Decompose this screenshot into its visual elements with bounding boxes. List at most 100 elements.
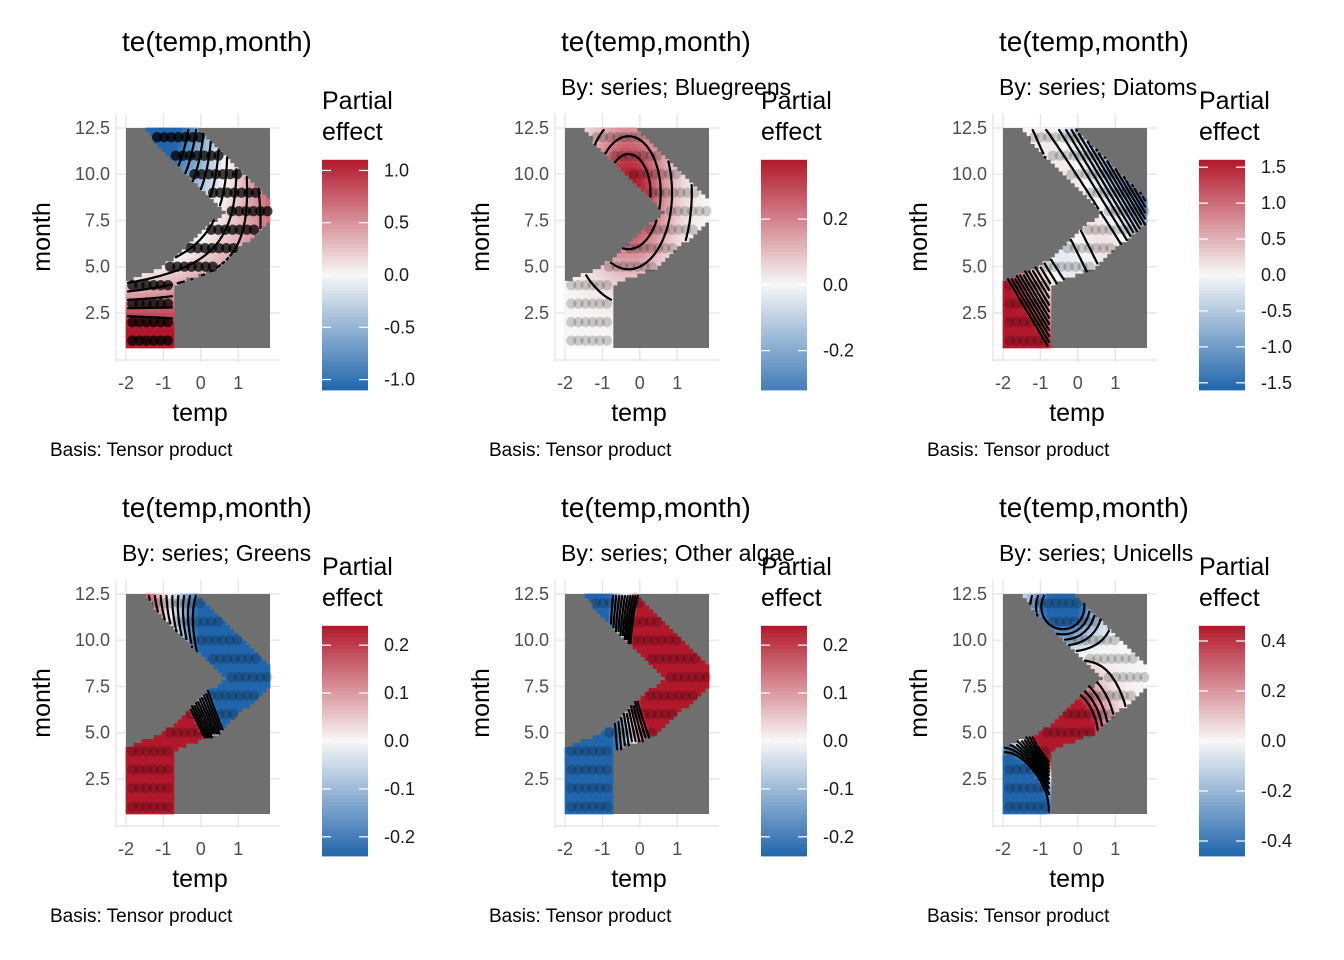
heat-cell	[676, 648, 682, 654]
heat-cell	[608, 770, 614, 776]
heat-cell	[217, 652, 223, 658]
heat-cell	[1010, 335, 1016, 341]
heat-cell	[672, 225, 678, 231]
heat-cell	[1030, 778, 1036, 783]
heat-cell	[241, 687, 247, 693]
heat-cell	[672, 194, 678, 200]
heat-cell	[676, 206, 682, 211]
heat-cell	[660, 625, 666, 630]
data-point	[566, 782, 577, 794]
heat-cell	[644, 703, 650, 709]
heat-cell	[233, 684, 239, 689]
heat-cell	[632, 613, 638, 618]
heat-cell	[660, 174, 666, 180]
heat-cell	[1062, 261, 1068, 266]
heat-cell	[692, 190, 698, 196]
heat-cell	[628, 727, 634, 732]
data-point	[672, 205, 684, 217]
heat-cell	[217, 695, 223, 701]
heat-cell	[1082, 229, 1088, 235]
heat-cell	[1002, 300, 1008, 306]
heat-cell	[1010, 790, 1016, 795]
heat-cell	[201, 182, 207, 188]
heat-cell	[1014, 782, 1020, 787]
data-point	[250, 187, 261, 198]
colorbar-step	[1199, 259, 1245, 264]
heat-cell	[1066, 723, 1072, 728]
heat-cell	[564, 809, 570, 815]
data-point	[155, 745, 166, 757]
heat-cell	[213, 699, 219, 705]
heat-cell	[608, 735, 614, 740]
data-point	[141, 298, 152, 309]
heat-cell	[696, 225, 702, 231]
heat-cell	[133, 328, 139, 333]
heat-cell	[1006, 782, 1012, 787]
heat-cell	[153, 801, 159, 807]
heat-cell	[620, 166, 626, 172]
heat-cell	[1038, 316, 1044, 321]
heat-cell	[1010, 758, 1016, 764]
data-point	[668, 187, 679, 198]
heat-cell	[125, 312, 131, 317]
heat-cell	[197, 735, 203, 740]
heat-cell	[153, 735, 159, 740]
heat-cell	[1038, 335, 1044, 341]
heat-cell	[1002, 280, 1008, 286]
heat-cell	[241, 233, 247, 239]
heat-cell	[145, 331, 151, 337]
heat-cell	[572, 284, 578, 290]
heat-cell	[1002, 782, 1008, 787]
colorbar-step	[322, 351, 368, 356]
heat-cell	[133, 343, 139, 349]
heat-cell	[141, 794, 147, 799]
heat-cell	[668, 687, 674, 693]
colorbar-step	[1199, 293, 1245, 299]
colorbar-step	[1199, 221, 1245, 226]
data-point	[659, 690, 670, 701]
heat-cell	[568, 292, 574, 298]
colorbar-step	[322, 656, 368, 661]
heat-cell	[644, 632, 650, 638]
heat-cell	[1058, 159, 1064, 164]
heat-cell	[608, 139, 614, 145]
heat-cell	[149, 754, 155, 760]
heat-cell	[205, 691, 211, 697]
heat-cell	[165, 312, 171, 317]
heat-cell	[165, 750, 171, 756]
heat-cell	[652, 723, 658, 728]
heat-cell	[145, 794, 151, 799]
heat-cell	[564, 778, 570, 783]
contour-line	[629, 594, 651, 739]
heat-cell	[564, 750, 570, 756]
heat-cell	[201, 617, 207, 622]
heat-cell	[576, 320, 582, 325]
heat-cell	[672, 664, 678, 669]
heat-cell	[580, 280, 586, 286]
heat-cell	[129, 746, 135, 752]
heat-cell	[153, 328, 159, 333]
heat-cell	[1002, 754, 1008, 760]
heat-cell	[169, 782, 175, 787]
y-axis-title: month	[905, 202, 933, 271]
heat-cell	[1050, 735, 1056, 740]
heat-cell	[652, 707, 658, 713]
heat-cell	[580, 328, 586, 333]
heat-cell	[596, 316, 602, 321]
contour-line	[171, 594, 216, 735]
heat-cell	[676, 640, 682, 646]
y-axis-title: month	[28, 202, 56, 271]
heat-cell	[656, 719, 662, 724]
heat-cell	[584, 320, 590, 325]
heat-cell	[680, 687, 686, 693]
heat-cell	[588, 320, 594, 325]
heat-cell	[1090, 190, 1096, 196]
heat-cell	[145, 292, 151, 298]
heat-cell	[185, 257, 191, 262]
heat-cell	[125, 766, 131, 772]
heat-cell	[648, 166, 654, 172]
heat-cell	[644, 147, 650, 152]
heat-cell	[1010, 782, 1016, 787]
data-point	[624, 708, 635, 720]
heat-cell	[604, 786, 610, 791]
